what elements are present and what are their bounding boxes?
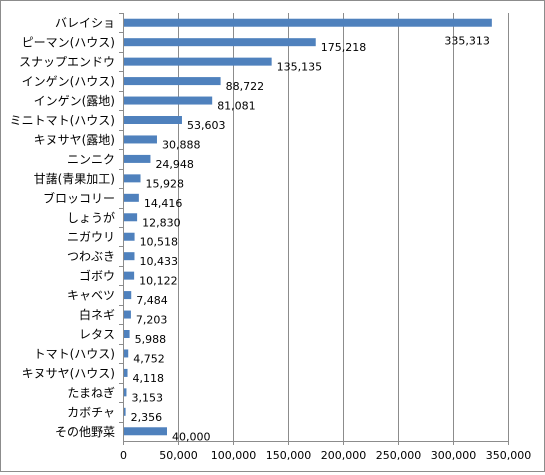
category-label: 甘藷(青果加工) — [34, 172, 115, 186]
data-label: 40,000 — [172, 430, 211, 443]
bar — [124, 407, 126, 416]
bar — [124, 18, 492, 27]
data-label: 12,830 — [142, 216, 181, 229]
category-label: 白ネギ — [79, 307, 115, 322]
category-label: ブロッコリー — [43, 190, 115, 205]
category-label: インゲン(露地) — [34, 94, 115, 108]
category-label: キヌサヤ(ハウス) — [22, 366, 115, 380]
bar — [124, 38, 316, 47]
bar — [124, 135, 157, 144]
x-tick-label: 50,000 — [159, 449, 198, 462]
data-label: 4,752 — [133, 352, 165, 365]
category-label: たまねぎ — [67, 386, 115, 400]
category-label: しょうが — [67, 210, 115, 225]
category-label: ゴボウ — [79, 268, 115, 283]
data-label: 30,888 — [162, 138, 201, 151]
data-label: 7,484 — [136, 294, 168, 307]
bar — [124, 368, 128, 377]
bar — [124, 232, 135, 241]
bar — [124, 213, 138, 222]
bar — [124, 388, 127, 397]
bar — [124, 427, 167, 436]
bar — [124, 57, 272, 66]
data-label: 4,118 — [133, 372, 165, 385]
data-label: 175,218 — [321, 41, 367, 54]
x-tick-labels: 0 50,000 100,000 150,000 200,000 250,000 300,0… — [120, 449, 531, 462]
category-label: レタス — [79, 328, 115, 342]
data-label: 7,203 — [136, 314, 168, 327]
data-label: 10,518 — [140, 236, 179, 249]
data-label: 10,122 — [139, 275, 178, 288]
category-label: バレイショ — [55, 16, 115, 30]
bar — [124, 349, 129, 358]
axes — [119, 13, 509, 445]
data-label: 81,081 — [217, 100, 256, 113]
data-label: 3,153 — [131, 391, 163, 404]
bar — [124, 77, 221, 86]
data-label: 14,416 — [144, 197, 183, 210]
bar — [124, 174, 141, 183]
data-label: 15,928 — [146, 177, 185, 190]
data-label: 24,948 — [155, 158, 194, 171]
category-label: カボチャ — [67, 405, 115, 419]
bar — [124, 271, 135, 280]
bar — [124, 154, 151, 163]
data-label: 2,356 — [131, 411, 163, 424]
data-label: 335,313 — [444, 35, 490, 48]
data-label: 5,988 — [135, 333, 167, 346]
bar — [124, 96, 213, 105]
bar — [124, 330, 130, 338]
data-labels: 335,313 175,218 135,135 88,722 81,081 53,603 3… — [131, 35, 490, 444]
bar — [124, 291, 132, 300]
data-label: 88,722 — [226, 80, 264, 93]
bars — [124, 18, 492, 436]
category-label: ミニトマト(ハウス) — [10, 114, 115, 128]
x-tick-label: 300,000 — [431, 449, 477, 462]
category-label: その他野菜 — [55, 425, 115, 439]
data-label: 135,135 — [277, 61, 323, 74]
category-label: キヌサヤ(露地) — [34, 133, 115, 147]
x-tick-label: 0 — [120, 449, 127, 462]
x-tick-label: 250,000 — [376, 449, 422, 462]
bar — [124, 252, 135, 261]
category-label: スナップエンドウ — [19, 55, 115, 69]
bar — [124, 193, 139, 202]
x-tick-label: 200,000 — [321, 449, 367, 462]
bar — [124, 310, 131, 319]
category-label: つわぶき — [67, 250, 115, 264]
x-tick-label: 100,000 — [211, 449, 257, 462]
category-label: ニガウリ — [67, 230, 115, 244]
category-label: キャベツ — [67, 289, 115, 303]
x-tick-label: 150,000 — [266, 449, 312, 462]
gridlines — [178, 13, 509, 441]
x-tick-label: 350,000 — [486, 449, 532, 462]
category-label: ピーマン(ハウス) — [22, 36, 115, 50]
category-label: トマト(ハウス) — [34, 347, 115, 361]
data-label: 10,433 — [139, 255, 178, 268]
category-label: インゲン(ハウス) — [22, 75, 115, 89]
bar — [124, 116, 182, 124]
category-label: ニンニク — [67, 152, 115, 166]
data-label: 53,603 — [187, 119, 226, 132]
